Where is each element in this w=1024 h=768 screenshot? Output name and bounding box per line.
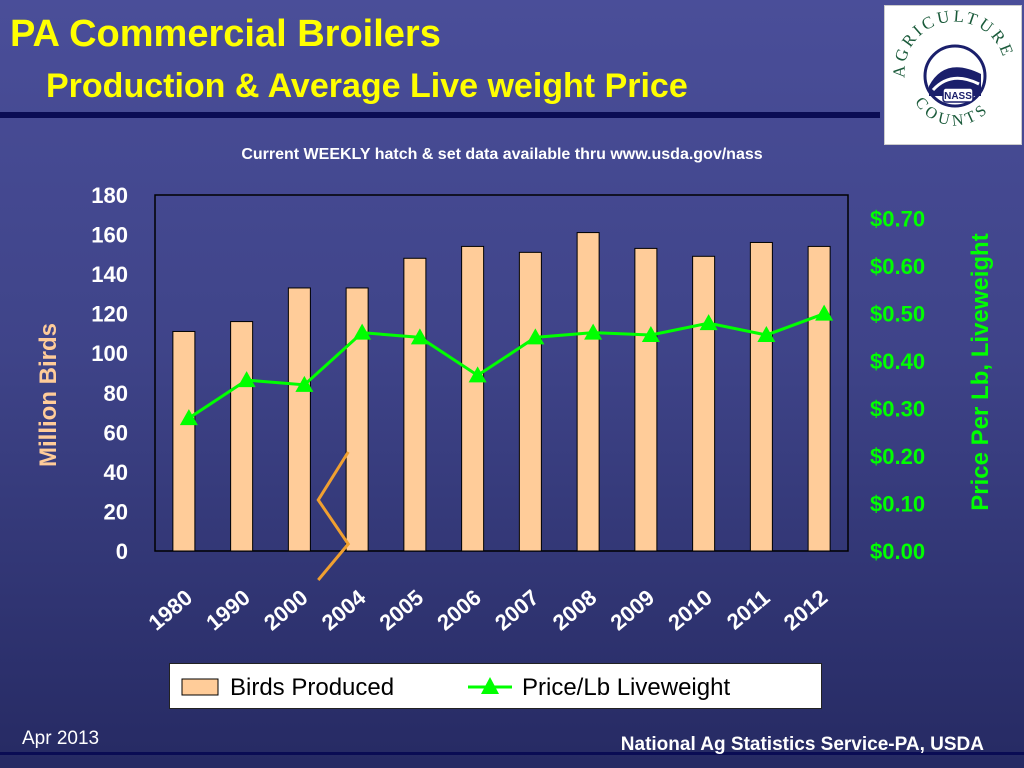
x-tick-label: 2009 [606, 585, 660, 636]
footer-agency: National Ag Statistics Service-PA, USDA [620, 734, 984, 755]
price-point-2012 [815, 304, 834, 321]
page-title: PA Commercial Broilers [10, 13, 441, 55]
y2-tick-label: $0.40 [870, 349, 925, 374]
y2-tick-label: $0.10 [870, 492, 925, 517]
price-point-1990 [237, 371, 256, 388]
x-tick-label: 2012 [779, 585, 833, 636]
bar-2011 [749, 241, 773, 552]
y-tick-label: 140 [91, 262, 128, 287]
y2-tick-label: $0.00 [870, 539, 925, 564]
x-tick-label: 2011 [722, 585, 775, 635]
footer-divider [0, 752, 1024, 755]
price-point-2006 [468, 366, 487, 383]
x-tick-label: 2007 [490, 585, 544, 636]
y2-tick-label: $0.50 [870, 302, 925, 327]
x-tick-label: 1980 [144, 585, 198, 636]
price-point-2011 [757, 326, 776, 343]
y2-tick-label: $0.70 [870, 207, 925, 232]
y-tick-label: 0 [116, 539, 128, 564]
bar-1990 [230, 321, 254, 552]
legend-marker-triangle [481, 677, 499, 694]
legend-swatch-bars [181, 678, 219, 696]
logo-badge-text: NASS [944, 91, 972, 102]
x-tick-label: 1990 [201, 585, 255, 636]
bar-2004 [345, 287, 369, 552]
bar-2008 [576, 232, 600, 552]
price-point-2005 [410, 328, 429, 345]
y2-axis-title: Price Per Lb, Liveweight [967, 233, 994, 510]
bar-2012 [807, 245, 831, 552]
y-tick-label: 100 [91, 341, 128, 366]
page-subtitle: Production & Average Live weight Price [46, 67, 688, 105]
legend-label-line: Price/Lb Liveweight [522, 674, 730, 701]
y2-tick-label: $0.30 [870, 397, 925, 422]
x-tick-label: 2008 [548, 585, 602, 636]
x-tick-label: 2005 [375, 585, 429, 636]
y-tick-label: 20 [104, 499, 128, 524]
price-point-2007 [526, 328, 545, 345]
y-tick-label: 180 [91, 183, 128, 208]
plot-area [154, 194, 849, 552]
price-point-2000 [295, 375, 314, 392]
price-point-2004 [353, 323, 372, 340]
bar-1980 [172, 330, 196, 552]
bar-2010 [692, 255, 716, 552]
x-tick-label: 2010 [663, 585, 717, 636]
x-tick-label: 2006 [432, 585, 486, 636]
y2-tick-label: $0.60 [870, 254, 925, 279]
footer-date: Apr 2013 [22, 728, 100, 749]
axis-break-mark [316, 451, 351, 581]
price-point-2010 [699, 314, 718, 331]
y-tick-label: 40 [104, 460, 128, 485]
price-point-2008 [584, 323, 603, 340]
legend-label-bars: Birds Produced [230, 674, 394, 701]
x-tick-label: 2004 [317, 584, 371, 635]
price-line [188, 312, 825, 420]
bar-2005 [403, 257, 427, 552]
y-tick-label: 60 [104, 420, 128, 445]
bar-2009 [634, 247, 658, 552]
price-point-2009 [641, 326, 660, 343]
legend-graphic: Birds Produced Price/Lb Liveweight [181, 674, 730, 701]
bar-2000 [287, 287, 311, 552]
bar-2006 [461, 245, 485, 552]
data-source-note: Current WEEKLY hatch & set data availabl… [241, 146, 763, 163]
nass-logo: NASS AGRICULTURE COUNTS [884, 5, 1022, 145]
y-axis-title: Million Birds [35, 323, 62, 467]
chart-legend: Birds Produced Price/Lb Liveweight [169, 663, 822, 709]
y-tick-label: 80 [104, 381, 128, 406]
agriculture-counts-logo-graphic: NASS AGRICULTURE COUNTS [889, 6, 1015, 129]
y-tick-label: 160 [91, 223, 128, 248]
y-tick-label: 120 [91, 302, 128, 327]
bar-2007 [518, 251, 542, 552]
title-divider [0, 112, 880, 118]
price-point-1980 [179, 409, 198, 426]
x-tick-label: 2000 [259, 585, 313, 636]
y2-tick-label: $0.20 [870, 444, 925, 469]
